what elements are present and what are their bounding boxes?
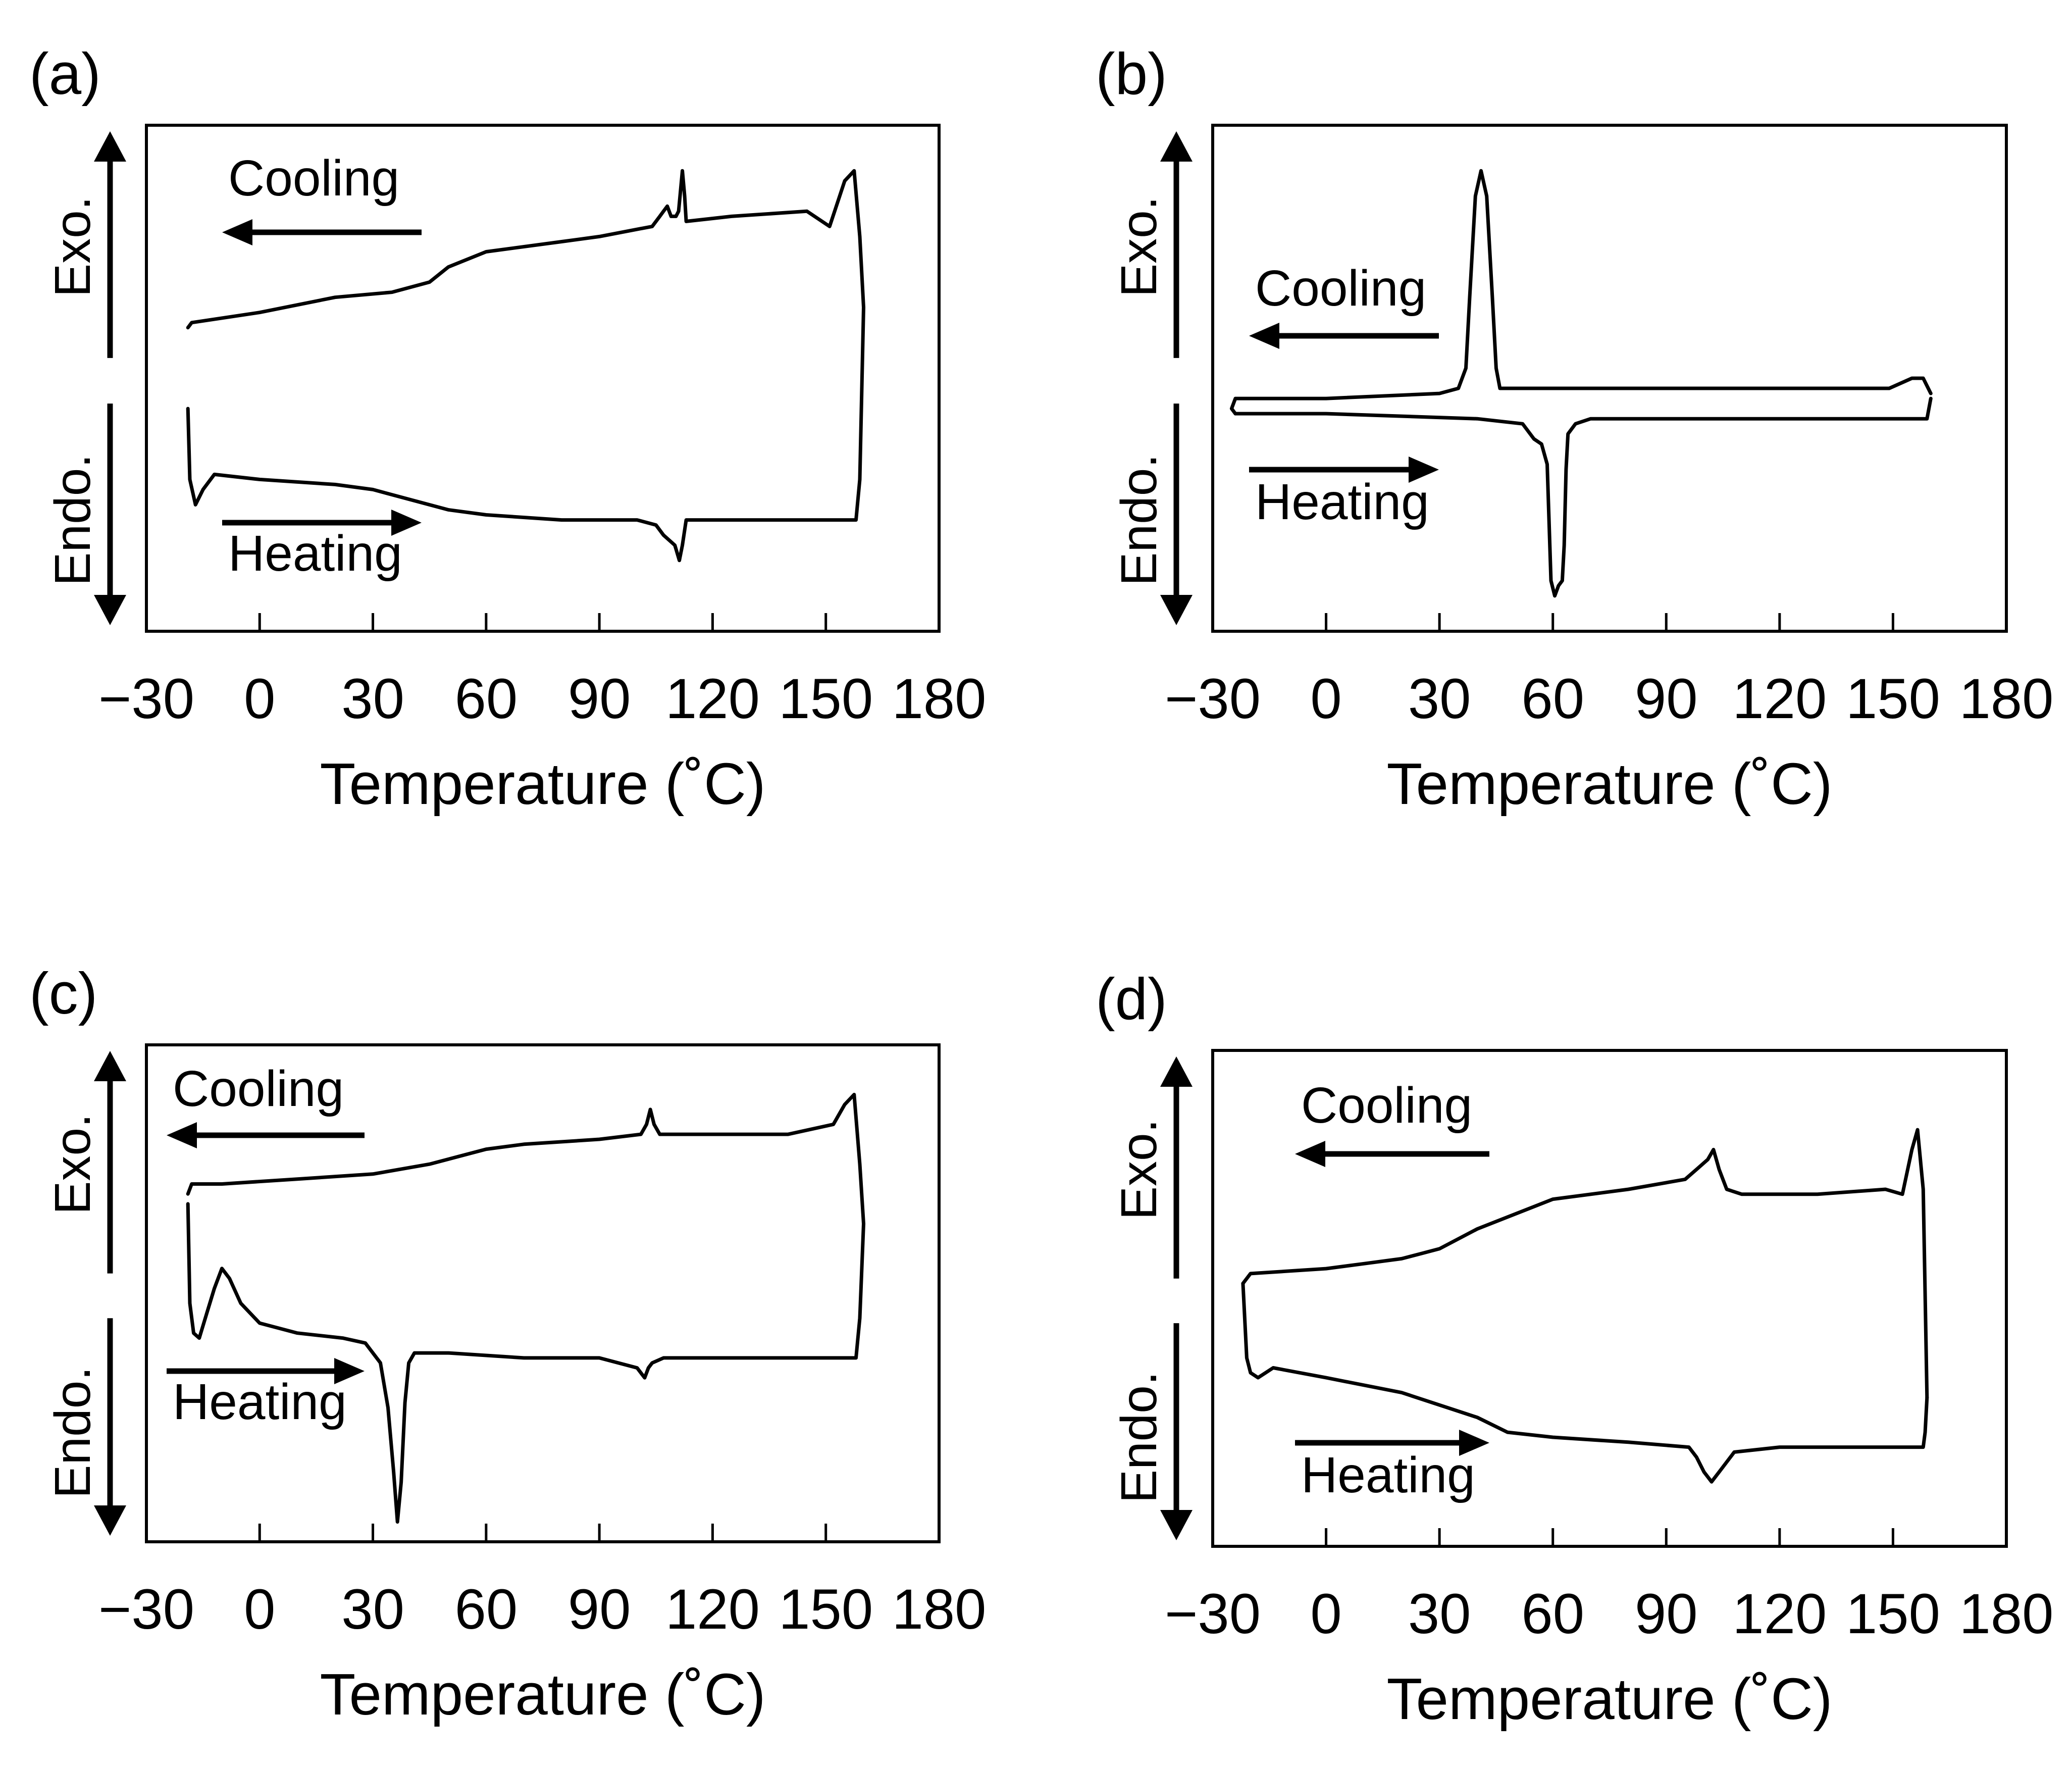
x-tick-label: −30 — [98, 1578, 194, 1641]
x-tick-label: 90 — [568, 667, 631, 730]
dsc-panel-2: (c) −30 0 30 60 90 120 150 180 Temperature (˚C) Ex… — [29, 961, 986, 1727]
dsc-panel-3: (d) −30 0 30 60 90 120 150 180 Temperature (˚C) Ex… — [1096, 966, 2053, 1732]
heating-arrowhead — [391, 510, 422, 536]
x-tick-label: 180 — [892, 1578, 987, 1641]
cooling-label: Cooling — [1255, 260, 1426, 317]
heating-curve — [186, 306, 865, 563]
x-tick-label: 30 — [341, 1578, 404, 1641]
panel-label: (b) — [1096, 41, 1167, 107]
x-tick-label: 60 — [455, 1578, 518, 1641]
cooling-label: Cooling — [1301, 1077, 1472, 1134]
plot-frame — [1211, 1049, 2008, 1548]
x-tick-label: 120 — [665, 1578, 760, 1641]
exo-arrowhead — [1160, 131, 1193, 162]
endo-arrowhead — [1160, 595, 1193, 625]
x-axis-label: Temperature (˚C) — [320, 1661, 765, 1727]
heating-label: Heating — [228, 525, 402, 582]
panel-label: (c) — [29, 961, 97, 1026]
cooling-arrowhead — [167, 1122, 197, 1148]
annotations-0: Cooling Heating — [222, 150, 422, 582]
exo-label: Exo. — [1111, 1119, 1167, 1220]
endo-label: Endo. — [44, 1367, 101, 1498]
x-tick-label: 120 — [665, 667, 760, 730]
cooling-arrowhead — [1249, 323, 1279, 349]
cooling-arrowhead — [222, 219, 252, 245]
x-tick-label: 120 — [1732, 1582, 1827, 1645]
x-axis-label: Temperature (˚C) — [1386, 751, 1832, 817]
annotations-3: Cooling Heating — [1295, 1077, 1489, 1503]
x-tick-label: 0 — [1310, 667, 1341, 730]
annotations-2: Cooling Heating — [167, 1061, 365, 1430]
endo-label: Endo. — [1111, 1371, 1167, 1503]
exo-label: Exo. — [1111, 196, 1167, 297]
x-tick-label: 0 — [1310, 1582, 1341, 1645]
heating-label: Heating — [173, 1374, 347, 1430]
x-tick-label: 30 — [341, 667, 404, 730]
x-tick-label: 180 — [1959, 1582, 2054, 1645]
cooling-curve — [1229, 169, 1933, 416]
exo-arrowhead — [94, 1051, 126, 1081]
exo-label: Exo. — [44, 1114, 101, 1215]
endo-label: Endo. — [1111, 454, 1167, 586]
heating-arrowhead — [334, 1358, 365, 1384]
cooling-label: Cooling — [228, 150, 399, 207]
dsc-panel-1: (b) −30 0 30 60 90 120 150 180 Temperature (˚C) Ex… — [1096, 41, 2053, 817]
heating-arrowhead — [1459, 1430, 1489, 1456]
x-tick-label: 90 — [568, 1578, 631, 1641]
x-tick-label: 30 — [1408, 667, 1471, 730]
plot-frame — [1211, 124, 2008, 633]
heating-curve — [1233, 396, 1933, 598]
x-tick-label: 60 — [455, 667, 518, 730]
exo-arrowhead — [1160, 1056, 1193, 1087]
endo-arrowhead — [94, 595, 126, 625]
x-tick-label: 180 — [1959, 667, 2054, 730]
cooling-curve — [1241, 1128, 1929, 1399]
x-axis-label: Temperature (˚C) — [1386, 1666, 1832, 1732]
x-tick-label: 150 — [1846, 667, 1940, 730]
x-tick-label: 90 — [1635, 1582, 1698, 1645]
x-tick-label: 150 — [779, 1578, 873, 1641]
annotations-1: Cooling Heating — [1249, 260, 1439, 530]
x-tick-label: 150 — [1846, 1582, 1940, 1645]
x-tick-label: −30 — [1165, 667, 1261, 730]
x-tick-label: 120 — [1732, 667, 1827, 730]
x-tick-label: 150 — [779, 667, 873, 730]
exo-arrowhead — [94, 131, 126, 162]
heating-curve — [186, 1202, 865, 1524]
plot-frame — [145, 1043, 941, 1543]
x-tick-label: −30 — [98, 667, 194, 730]
x-tick-label: 180 — [892, 667, 987, 730]
x-tick-label: −30 — [1165, 1582, 1261, 1645]
panel-label: (a) — [29, 41, 101, 107]
cooling-curve — [186, 1092, 865, 1226]
cooling-curve — [186, 169, 865, 330]
exo-label: Exo. — [44, 196, 101, 297]
endo-label: Endo. — [44, 454, 101, 586]
heating-arrowhead — [1409, 457, 1439, 483]
cooling-arrowhead — [1295, 1141, 1325, 1167]
endo-arrowhead — [1160, 1510, 1193, 1540]
endo-arrowhead — [94, 1505, 126, 1536]
panel-label: (d) — [1096, 966, 1167, 1032]
x-tick-label: 60 — [1521, 1582, 1584, 1645]
heating-label: Heating — [1301, 1447, 1475, 1503]
heating-curve — [1241, 1282, 1929, 1484]
x-tick-label: 0 — [244, 667, 275, 730]
x-axis-label: Temperature (˚C) — [320, 751, 765, 817]
heating-label: Heating — [1255, 474, 1429, 530]
x-tick-label: 60 — [1521, 667, 1584, 730]
x-tick-label: 30 — [1408, 1582, 1471, 1645]
dsc-panel-0: (a) −30 0 30 60 90 120 150 180 Temperature (˚C) Ex… — [29, 41, 986, 817]
x-tick-label: 90 — [1635, 667, 1698, 730]
x-tick-label: 0 — [244, 1578, 275, 1641]
cooling-label: Cooling — [173, 1061, 344, 1117]
plot-frame — [145, 124, 941, 633]
